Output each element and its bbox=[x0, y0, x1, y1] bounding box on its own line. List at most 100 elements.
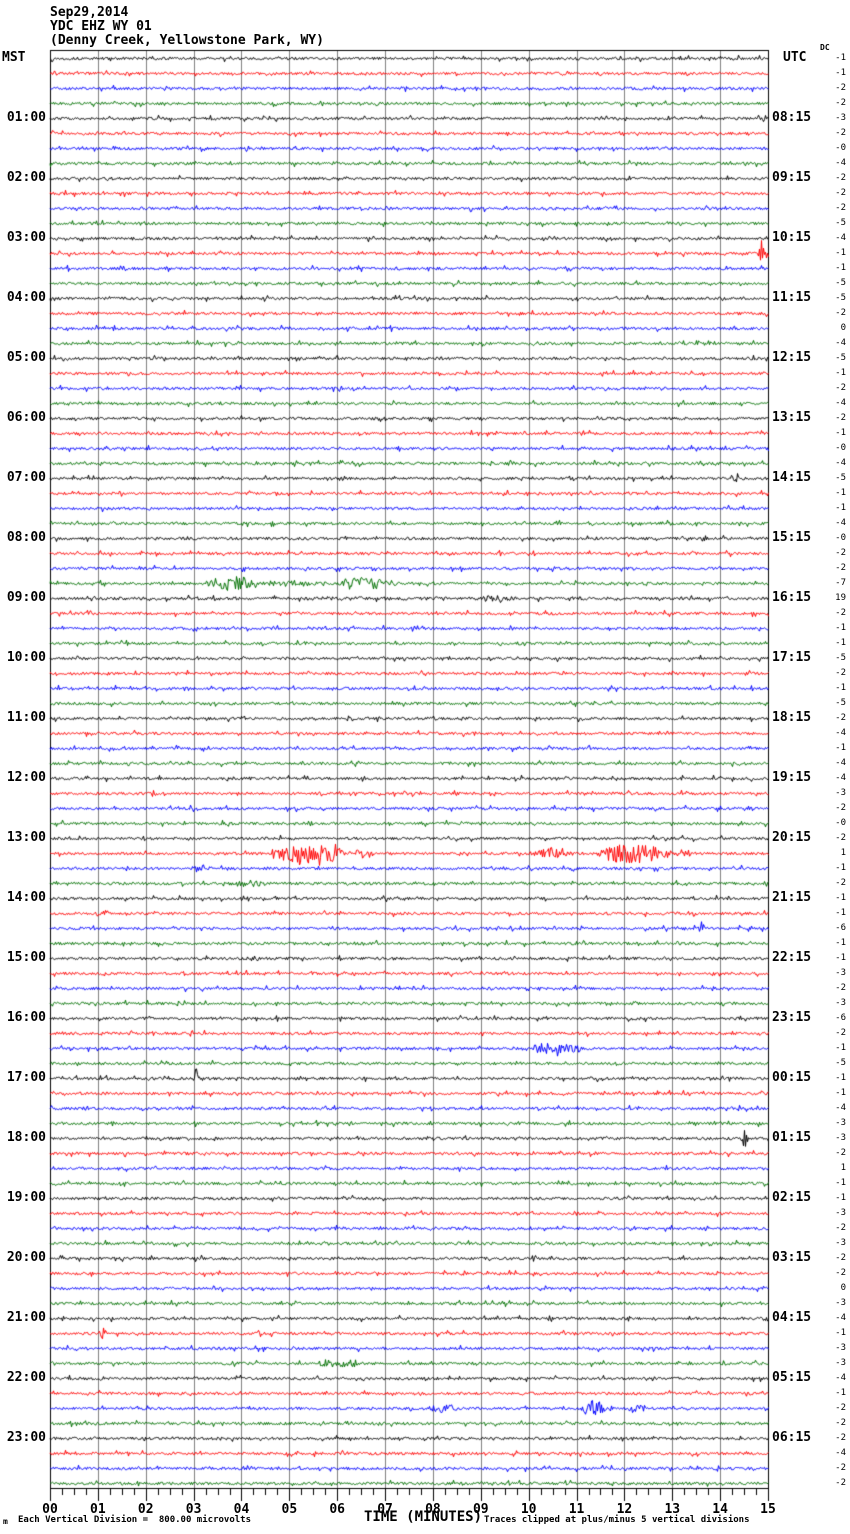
dc-value: -5 bbox=[835, 218, 846, 228]
left-time-label: 05:00 bbox=[6, 350, 46, 365]
left-time-label: 23:00 bbox=[6, 1430, 46, 1445]
dc-value: -1 bbox=[835, 638, 846, 648]
dc-value: -1 bbox=[835, 908, 846, 918]
dc-value: -5 bbox=[835, 278, 846, 288]
dc-value: -4 bbox=[835, 518, 846, 528]
x-tick-label: 10 bbox=[520, 1502, 537, 1517]
right-time-label: 23:15 bbox=[772, 1010, 812, 1025]
dc-value: -0 bbox=[835, 533, 846, 543]
right-time-label: 12:15 bbox=[772, 350, 812, 365]
right-time-label: 21:15 bbox=[772, 890, 812, 905]
right-time-label: 22:15 bbox=[772, 950, 812, 965]
dc-value: -3 bbox=[835, 1343, 846, 1353]
dc-value: -1 bbox=[835, 68, 846, 78]
dc-value: -2 bbox=[835, 1433, 846, 1443]
left-time-label: 01:00 bbox=[6, 110, 46, 125]
x-tick-label: 04 bbox=[233, 1502, 250, 1517]
left-time-label: 12:00 bbox=[6, 770, 46, 785]
dc-value: -5 bbox=[835, 353, 846, 363]
dc-value: -1 bbox=[835, 488, 846, 498]
left-time-label: 03:00 bbox=[6, 230, 46, 245]
right-time-label: 10:15 bbox=[772, 230, 812, 245]
x-tick-label: 01 bbox=[90, 1502, 106, 1517]
x-tick-label: 06 bbox=[329, 1502, 346, 1517]
dc-value: -2 bbox=[835, 308, 846, 318]
dc-value: -3 bbox=[835, 1208, 846, 1218]
dc-value: -2 bbox=[835, 1253, 846, 1263]
x-tick-label: 00 bbox=[42, 1502, 58, 1517]
dc-value: -2 bbox=[835, 1418, 846, 1428]
left-axis-title: MST bbox=[2, 50, 26, 65]
dc-value: -1 bbox=[835, 953, 846, 963]
dc-value: -2 bbox=[835, 1148, 846, 1158]
x-tick-label: 03 bbox=[185, 1502, 202, 1517]
dc-value: -1 bbox=[835, 1388, 846, 1398]
left-time-label: 09:00 bbox=[6, 590, 46, 605]
right-time-label: 06:15 bbox=[772, 1430, 812, 1445]
dc-value: -3 bbox=[835, 968, 846, 978]
dc-value: -4 bbox=[835, 1103, 846, 1113]
right-time-label: 08:15 bbox=[772, 110, 812, 125]
left-time-label: 22:00 bbox=[6, 1370, 46, 1385]
dc-value: -1 bbox=[835, 263, 846, 273]
left-time-label: 17:00 bbox=[6, 1070, 46, 1085]
dc-value: -2 bbox=[835, 668, 846, 678]
right-time-label: 19:15 bbox=[772, 770, 812, 785]
x-tick-label: 08 bbox=[425, 1502, 441, 1517]
dc-value: -2 bbox=[835, 173, 846, 183]
dc-value: -3 bbox=[835, 998, 846, 1008]
left-time-label: 04:00 bbox=[6, 290, 46, 305]
dc-value: -2 bbox=[835, 98, 846, 108]
dc-value: -1 bbox=[835, 53, 846, 63]
left-time-label: 16:00 bbox=[6, 1010, 46, 1025]
dc-value: -1 bbox=[835, 1073, 846, 1083]
dc-value: -1 bbox=[835, 1178, 846, 1188]
x-tick-label: 15 bbox=[760, 1502, 776, 1517]
dc-value: -2 bbox=[835, 833, 846, 843]
dc-value: -4 bbox=[835, 398, 846, 408]
dc-value: -1 bbox=[835, 368, 846, 378]
dc-value: -4 bbox=[835, 233, 846, 243]
dc-value: -4 bbox=[835, 458, 846, 468]
dc-value: -2 bbox=[835, 608, 846, 618]
left-time-label: 13:00 bbox=[6, 830, 46, 845]
dc-value: -2 bbox=[835, 413, 846, 423]
dc-value: -1 bbox=[835, 428, 846, 438]
right-axis-title: UTC bbox=[783, 50, 807, 65]
dc-value: -1 bbox=[835, 623, 846, 633]
dc-value: -2 bbox=[835, 1478, 846, 1488]
right-time-label: 00:15 bbox=[772, 1070, 812, 1085]
dc-value: -2 bbox=[835, 383, 846, 393]
left-time-label: 14:00 bbox=[6, 890, 46, 905]
dc-value: -2 bbox=[835, 1223, 846, 1233]
dc-value: -1 bbox=[835, 1193, 846, 1203]
dc-value: -2 bbox=[835, 563, 846, 573]
dc-value: -1 bbox=[835, 248, 846, 258]
dc-value: -2 bbox=[835, 803, 846, 813]
dc-value: -2 bbox=[835, 1403, 846, 1413]
right-time-label: 14:15 bbox=[772, 470, 812, 485]
left-time-label: 11:00 bbox=[6, 710, 46, 725]
dc-value: -3 bbox=[835, 1118, 846, 1128]
header-location: (Denny Creek, Yellowstone Park, WY) bbox=[50, 33, 324, 48]
left-time-label: 19:00 bbox=[6, 1190, 46, 1205]
dc-value: -5 bbox=[835, 473, 846, 483]
dc-value: -2 bbox=[835, 548, 846, 558]
left-time-label: 06:00 bbox=[6, 410, 46, 425]
right-time-label: 15:15 bbox=[772, 530, 812, 545]
dc-value: -5 bbox=[835, 1058, 846, 1068]
dc-value: -1 bbox=[835, 893, 846, 903]
scale-note: Each Vertical Division = 800.00 microvol… bbox=[18, 1515, 251, 1525]
dc-value: -5 bbox=[835, 698, 846, 708]
dc-value: -4 bbox=[835, 338, 846, 348]
header-station: YDC EHZ WY 01 bbox=[50, 19, 152, 34]
dc-value: -0 bbox=[835, 143, 846, 153]
left-time-label: 20:00 bbox=[6, 1250, 46, 1265]
dc-value: -4 bbox=[835, 728, 846, 738]
dc-value: -2 bbox=[835, 1028, 846, 1038]
dc-value: -5 bbox=[835, 653, 846, 663]
dc-value: -2 bbox=[835, 128, 846, 138]
dc-value: -4 bbox=[835, 158, 846, 168]
right-time-label: 01:15 bbox=[772, 1130, 812, 1145]
